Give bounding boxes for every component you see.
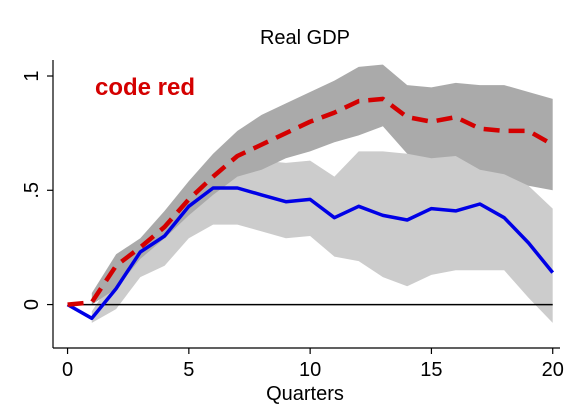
confidence-band-code-red bbox=[91, 64, 553, 305]
x-tick-label: 5 bbox=[183, 359, 194, 381]
series-line-code-red bbox=[67, 96, 554, 307]
x-tick-label: 20 bbox=[542, 359, 564, 381]
y-axis-ticks: 0.51 bbox=[21, 70, 53, 310]
series-lines bbox=[66, 96, 555, 321]
series-line-blue bbox=[66, 186, 555, 321]
x-tick-label: 10 bbox=[299, 359, 321, 381]
x-tick-label: 15 bbox=[420, 359, 442, 381]
chart-title: Real GDP bbox=[260, 27, 350, 49]
x-tick-label: 0 bbox=[62, 359, 73, 381]
y-tick-label: 1 bbox=[21, 70, 43, 81]
legend-code-red: code red bbox=[95, 74, 195, 101]
x-axis-label: Quarters bbox=[266, 383, 344, 405]
y-tick-label: .5 bbox=[21, 182, 43, 199]
x-axis-ticks: 0 5 10 15 20 bbox=[62, 348, 564, 381]
y-tick-label: 0 bbox=[21, 299, 43, 310]
